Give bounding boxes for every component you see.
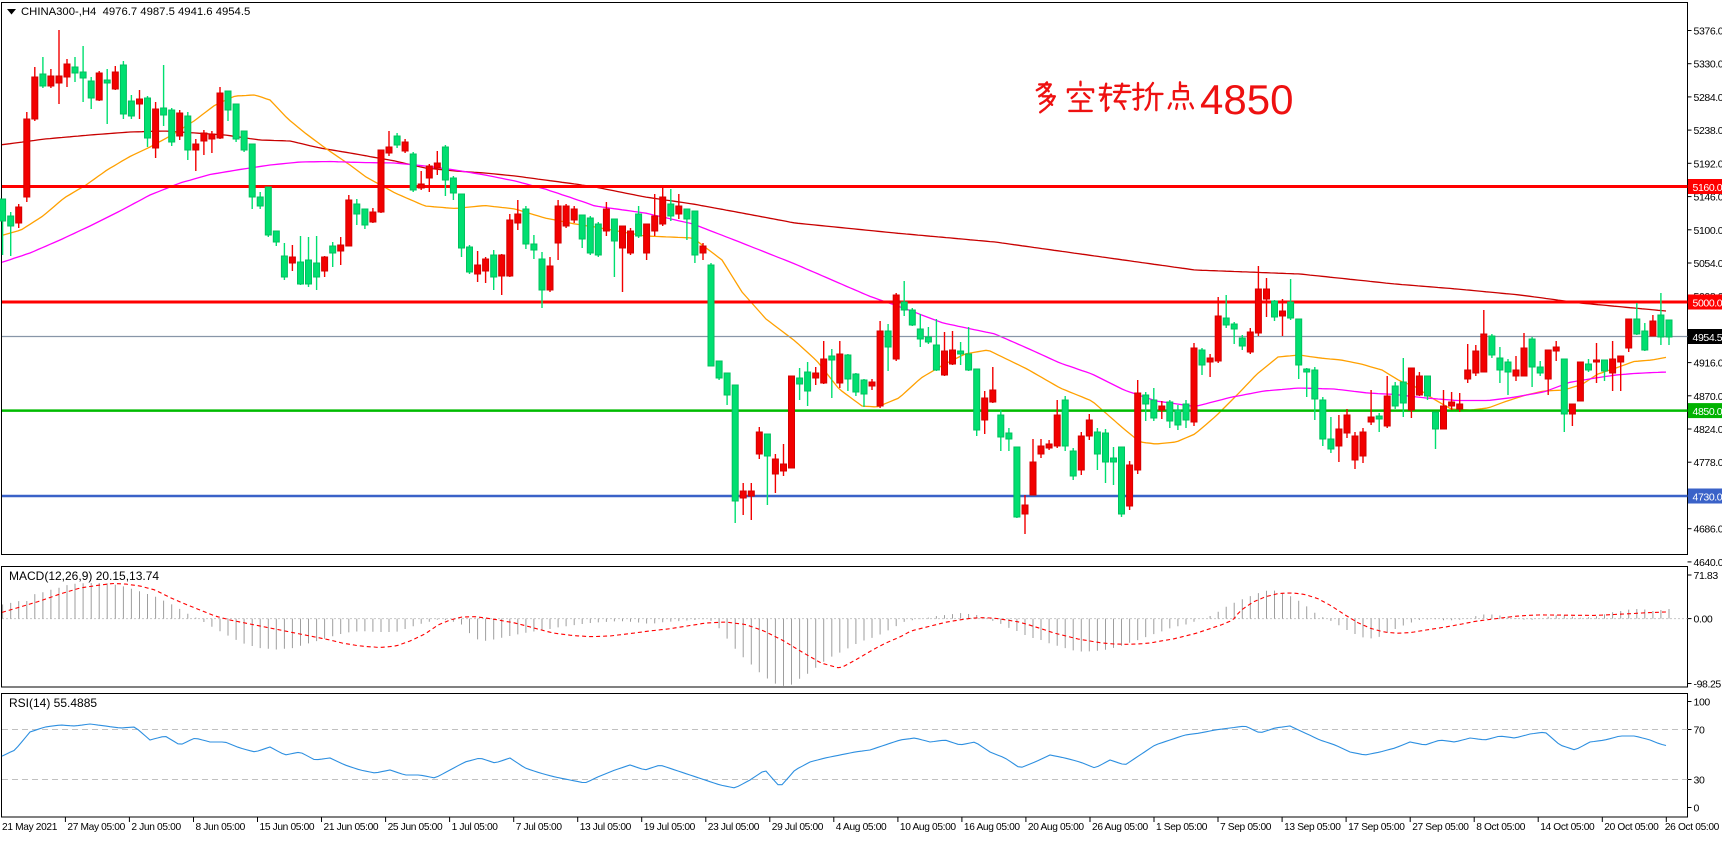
svg-text:5238.0: 5238.0 (1694, 125, 1722, 137)
svg-text:5160.0: 5160.0 (1693, 182, 1722, 194)
svg-text:4916.0: 4916.0 (1694, 358, 1722, 370)
svg-text:5054.0: 5054.0 (1694, 258, 1722, 270)
svg-text:CHINA300-,H4 4976.7 4987.5 49: CHINA300-,H4 4976.7 4987.5 4941.6 4954.5 (21, 6, 250, 18)
svg-text:29 Jul 05:00: 29 Jul 05:00 (772, 822, 824, 833)
svg-text:0: 0 (1694, 803, 1700, 815)
svg-text:4778.0: 4778.0 (1694, 457, 1722, 469)
svg-text:19 Jul 05:00: 19 Jul 05:00 (644, 822, 696, 833)
svg-text:2 Jun 05:00: 2 Jun 05:00 (131, 822, 181, 833)
svg-text:5330.0: 5330.0 (1694, 59, 1722, 71)
svg-text:5192.0: 5192.0 (1694, 158, 1722, 170)
svg-text:7 Jul 05:00: 7 Jul 05:00 (516, 822, 563, 833)
svg-text:4824.0: 4824.0 (1694, 424, 1722, 436)
svg-text:21 May 2021: 21 May 2021 (2, 822, 58, 833)
svg-text:0.00: 0.00 (1694, 614, 1713, 626)
svg-text:5000.0: 5000.0 (1693, 298, 1722, 310)
svg-text:15 Jun 05:00: 15 Jun 05:00 (260, 822, 315, 833)
svg-text:71.83: 71.83 (1694, 570, 1719, 582)
svg-text:5376.0: 5376.0 (1694, 26, 1722, 38)
svg-text:4686.0: 4686.0 (1694, 524, 1722, 536)
svg-text:30: 30 (1694, 775, 1705, 787)
svg-text:4954.5: 4954.5 (1693, 332, 1722, 344)
svg-text:20 Oct 05:00: 20 Oct 05:00 (1604, 822, 1659, 833)
svg-text:4850: 4850 (1200, 76, 1293, 123)
svg-text:5284.0: 5284.0 (1694, 92, 1722, 104)
svg-text:20 Aug 05:00: 20 Aug 05:00 (1028, 822, 1085, 833)
svg-text:17 Sep 05:00: 17 Sep 05:00 (1348, 822, 1405, 833)
svg-text:13 Sep 05:00: 13 Sep 05:00 (1284, 822, 1341, 833)
svg-text:4730.0: 4730.0 (1693, 492, 1722, 504)
svg-text:14 Oct 05:00: 14 Oct 05:00 (1540, 822, 1595, 833)
svg-text:8 Oct 05:00: 8 Oct 05:00 (1476, 822, 1526, 833)
svg-text:21 Jun 05:00: 21 Jun 05:00 (324, 822, 379, 833)
svg-text:7 Sep 05:00: 7 Sep 05:00 (1220, 822, 1272, 833)
svg-text:5100.0: 5100.0 (1694, 225, 1722, 237)
svg-text:23 Jul 05:00: 23 Jul 05:00 (708, 822, 760, 833)
svg-text:1 Jul 05:00: 1 Jul 05:00 (452, 822, 499, 833)
svg-text:MACD(12,26,9) 20.15,13.74: MACD(12,26,9) 20.15,13.74 (9, 569, 159, 583)
svg-text:13 Jul 05:00: 13 Jul 05:00 (580, 822, 632, 833)
svg-text:25 Jun 05:00: 25 Jun 05:00 (388, 822, 443, 833)
svg-text:10 Aug 05:00: 10 Aug 05:00 (900, 822, 957, 833)
svg-text:27 Sep 05:00: 27 Sep 05:00 (1412, 822, 1469, 833)
svg-text:100: 100 (1694, 697, 1711, 709)
svg-text:4 Aug 05:00: 4 Aug 05:00 (836, 822, 887, 833)
svg-text:RSI(14) 55.4885: RSI(14) 55.4885 (9, 696, 97, 710)
svg-text:4870.0: 4870.0 (1694, 391, 1722, 403)
svg-text:8 Jun 05:00: 8 Jun 05:00 (196, 822, 246, 833)
svg-text:26 Aug 05:00: 26 Aug 05:00 (1092, 822, 1149, 833)
svg-text:16 Aug 05:00: 16 Aug 05:00 (964, 822, 1021, 833)
svg-text:70: 70 (1694, 725, 1705, 737)
svg-text:1 Sep 05:00: 1 Sep 05:00 (1156, 822, 1208, 833)
svg-text:4640.0: 4640.0 (1694, 557, 1722, 569)
svg-text:27 May 05:00: 27 May 05:00 (67, 822, 125, 833)
svg-text:-98.25: -98.25 (1694, 679, 1722, 691)
svg-text:26 Oct 05:00: 26 Oct 05:00 (1665, 822, 1720, 833)
svg-text:4850.0: 4850.0 (1693, 406, 1722, 418)
